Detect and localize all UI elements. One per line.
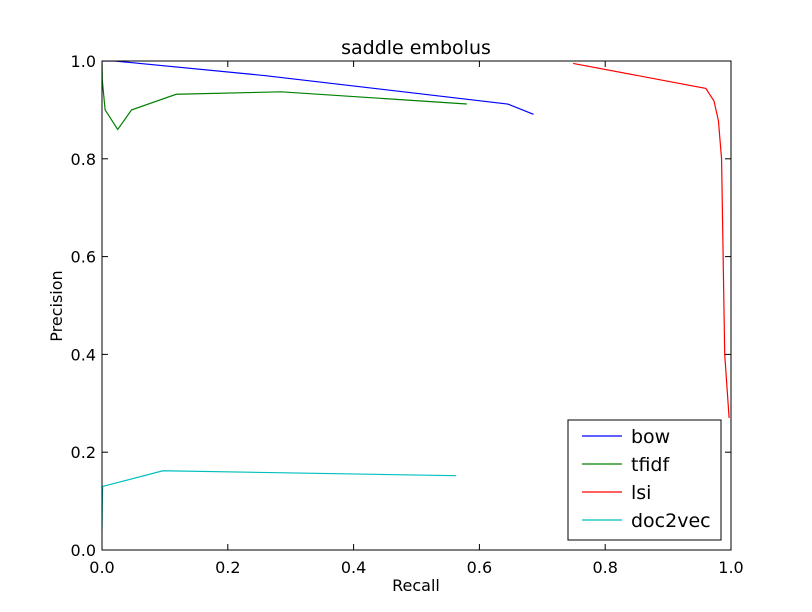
y-tick-label: 0.2 [71,443,96,462]
legend-label-tfidf: tfidf [631,454,670,476]
x-tick-label: 1.0 [718,558,743,577]
y-tick-label: 0.4 [71,345,96,364]
x-tick-label: 0.4 [341,558,366,577]
y-axis-label: Precision [47,270,66,341]
series-line-doc2vec [102,470,457,531]
x-axis: 0.0 0.2 0.4 0.6 0.8 1.0 [89,61,744,577]
chart-title: saddle embolus [341,37,491,59]
legend-label-doc2vec: doc2vec [631,510,711,532]
series-line-lsi [573,62,730,419]
x-tick-label: 0.2 [215,558,240,577]
legend: bow tfidf lsi doc2vec [567,419,722,541]
x-tick-label: 0.8 [592,558,617,577]
y-axis: 0.0 0.2 0.4 0.6 0.8 1.0 [71,52,731,560]
legend-label-lsi: lsi [631,482,651,504]
legend-label-bow: bow [631,426,670,448]
x-axis-label: Recall [392,576,440,595]
series-line-bow [102,61,534,115]
y-tick-label: 0.8 [71,150,96,169]
series-line-tfidf [102,61,467,131]
x-tick-label: 0.0 [89,558,114,577]
y-tick-label: 0.6 [71,248,96,267]
x-tick-label: 0.6 [467,558,492,577]
y-tick-label: 0.0 [71,541,96,560]
plot-frame [101,60,732,551]
y-tick-label: 1.0 [71,52,96,71]
